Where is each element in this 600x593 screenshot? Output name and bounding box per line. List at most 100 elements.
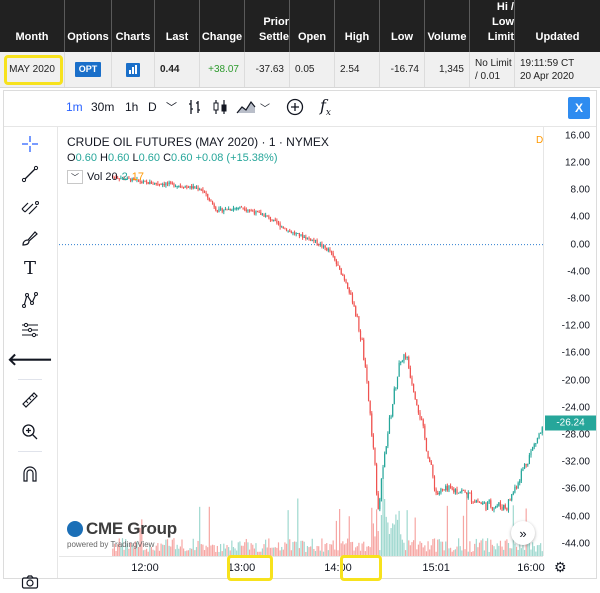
volume-bar (353, 550, 355, 556)
cell-change: +38.07 (200, 52, 245, 87)
candle (311, 239, 313, 241)
zoom-in-icon[interactable] (19, 421, 41, 443)
volume-bar (263, 544, 265, 556)
header-settle-label: Settle (259, 31, 289, 43)
scroll-to-realtime-button[interactable]: » (511, 521, 535, 545)
candle (171, 182, 173, 184)
candle (424, 425, 426, 439)
cell-options[interactable]: OPT (65, 52, 112, 87)
candle (300, 234, 302, 237)
time-axis[interactable]: 12:00 13:00 14:00 15:01 16:00 (59, 556, 545, 578)
candle (131, 178, 133, 182)
candle (458, 492, 460, 494)
candles-style-icon[interactable] (211, 98, 229, 119)
candle (287, 230, 289, 232)
candle (305, 236, 307, 239)
last-price-label: -26.24 (545, 415, 596, 431)
volume-bar (125, 539, 127, 556)
candle (207, 193, 209, 198)
candle (443, 489, 445, 491)
candle (374, 447, 376, 465)
candle (366, 366, 368, 382)
volume-bar (371, 507, 373, 556)
candle (260, 212, 262, 215)
candle (535, 443, 537, 445)
candle (113, 176, 116, 178)
volume-bar (326, 543, 328, 556)
price-axis[interactable]: 16.00 12.00 8.00 4.00 0.00 -4.00 -8.00 -12.00 -1… (543, 127, 596, 556)
candle (261, 214, 264, 216)
trend-line-icon[interactable] (19, 163, 41, 185)
cell-month[interactable]: MAY 2020 (0, 52, 65, 87)
settings-gear-icon[interactable]: ⚙ (554, 559, 567, 575)
candle (515, 486, 518, 489)
pitchfork-icon[interactable] (19, 195, 41, 217)
interval-d[interactable]: D (148, 100, 157, 114)
magnet-icon[interactable] (19, 463, 41, 485)
candle (250, 210, 252, 212)
volume-bar (170, 546, 172, 556)
candle (229, 208, 231, 210)
candle (327, 249, 329, 251)
header-prior-label: Prior (263, 16, 289, 28)
candle (203, 191, 206, 193)
text-icon[interactable]: T (23, 257, 36, 279)
candle (211, 201, 214, 205)
volume-bar (155, 545, 157, 556)
candle (404, 354, 407, 358)
limit-line-2: / 0.01 (475, 70, 501, 82)
close-button[interactable]: X (568, 97, 590, 119)
volume-bar (430, 545, 432, 556)
interval-30m[interactable]: 30m (91, 100, 115, 114)
chart-plot-area[interactable]: CRUDE OIL FUTURES (MAY 2020) · 1 · NYMEX… (59, 127, 543, 556)
crosshair-icon[interactable] (19, 133, 41, 155)
candle (123, 177, 125, 180)
volume-bar (461, 550, 463, 556)
chevron-down-icon[interactable]: ﹀ (166, 102, 177, 114)
volume-bar (207, 547, 209, 556)
back-arrow-icon[interactable]: 🡐 (7, 350, 53, 369)
brush-icon[interactable] (19, 227, 41, 249)
interval-1m[interactable]: 1m (66, 100, 83, 114)
volume-bar (528, 541, 530, 556)
candle (252, 210, 254, 212)
header-low: Low (380, 0, 425, 52)
volume-bar (441, 541, 444, 556)
candle (464, 490, 466, 493)
candle (395, 387, 397, 389)
volume-bar (113, 543, 116, 556)
candle (469, 492, 471, 494)
cell-charts[interactable] (112, 52, 155, 87)
volume-bar (406, 510, 408, 556)
ruler-icon[interactable] (19, 389, 41, 411)
candle (319, 243, 321, 245)
area-style-icon[interactable] (236, 98, 256, 119)
collapse-chevron-icon[interactable]: ﹀ (67, 170, 83, 184)
prediction-icon[interactable] (19, 319, 41, 341)
camera-icon[interactable] (19, 571, 41, 593)
low-value: 0.60 (138, 152, 161, 164)
pattern-icon[interactable] (19, 289, 41, 311)
candle (456, 489, 458, 494)
cme-logo[interactable]: CME Group powered by TradingView (67, 519, 177, 549)
bars-style-icon[interactable] (186, 98, 204, 119)
candle (263, 214, 265, 217)
formula-icon[interactable]: fx (320, 96, 331, 118)
candle (221, 208, 223, 212)
candle (511, 494, 513, 501)
candle (478, 501, 481, 503)
candle (482, 502, 484, 505)
bar-chart-icon[interactable] (126, 62, 140, 77)
candle (194, 186, 196, 189)
volume-bar (345, 543, 347, 556)
price-chart[interactable] (59, 127, 543, 556)
candle (412, 384, 415, 393)
interval-1h[interactable]: 1h (125, 100, 139, 114)
candle (326, 247, 328, 251)
volume-value-a: 2 (121, 171, 128, 183)
add-indicator-icon[interactable] (285, 97, 305, 120)
candle (527, 463, 529, 466)
volume-bar (388, 533, 391, 556)
options-badge[interactable]: OPT (74, 62, 102, 77)
chart-type-chevron-icon[interactable]: ﹀ (260, 104, 270, 115)
